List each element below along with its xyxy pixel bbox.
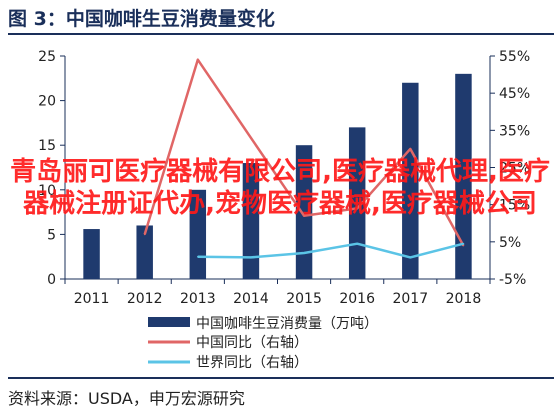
x-axis-tick-label: 2017 <box>392 291 428 307</box>
bar <box>295 145 313 279</box>
x-axis-tick-label: 2018 <box>446 291 482 307</box>
right-axis-tick-label: 5% <box>499 235 521 251</box>
left-axis-tick-label: 20 <box>38 94 56 110</box>
title-divider <box>8 33 554 35</box>
china-yoy-line-point <box>197 58 199 61</box>
world-yoy-line-point <box>303 252 305 254</box>
right-axis-tick-label: 15% <box>499 198 530 214</box>
x-axis-tick-label: 2013 <box>180 291 216 307</box>
china-yoy-line-point <box>409 148 412 150</box>
world-yoy-line-point <box>197 255 199 258</box>
bar <box>189 189 207 279</box>
bar <box>348 127 366 279</box>
left-axis-tick-label: 25 <box>38 49 56 65</box>
legend-swatch-bar <box>148 317 190 327</box>
world-yoy-line-point <box>250 256 252 259</box>
china-yoy-line-point <box>303 215 305 217</box>
right-axis-tick-label: 35% <box>499 123 530 139</box>
left-axis-tick-label: 5 <box>47 227 56 243</box>
x-axis-tick-label: 2016 <box>339 291 375 307</box>
china-yoy-line-point <box>462 244 465 247</box>
bar <box>136 225 153 279</box>
x-axis-tick-label: 2011 <box>74 291 110 307</box>
right-axis-tick-label: 55% <box>499 49 530 65</box>
china-yoy-line-point <box>356 207 358 210</box>
legend-label: 中国咖啡生豆消费量（万吨） <box>196 316 378 332</box>
source-divider <box>8 377 554 379</box>
bar <box>455 73 472 279</box>
bar <box>83 229 100 279</box>
source-note: 资料来源：USDA，申万宏源研究 <box>8 389 245 408</box>
world-yoy-line-point <box>462 242 465 245</box>
legend-label: 中国同比（右轴） <box>196 335 308 351</box>
left-axis-tick-label: 0 <box>47 272 56 288</box>
chart-title: 图 3：中国咖啡生豆消费量变化 <box>8 8 275 30</box>
right-axis-tick-label: 45% <box>499 86 530 102</box>
china-yoy-line-point <box>143 233 146 236</box>
right-axis-tick-label: 25% <box>499 161 530 177</box>
x-axis-tick-label: 2015 <box>286 291 322 307</box>
left-axis-tick-label: 10 <box>38 183 56 199</box>
world-yoy-line-point <box>356 242 358 245</box>
world-yoy-line-point <box>409 256 412 259</box>
x-axis-tick-label: 2012 <box>127 291 163 307</box>
bar <box>242 163 260 279</box>
x-axis-tick-label: 2014 <box>233 291 269 307</box>
world-yoy-line <box>197 242 464 259</box>
left-axis-tick-label: 15 <box>38 138 56 154</box>
china-yoy-line-point <box>250 136 252 139</box>
right-axis-tick-label: -5% <box>499 272 526 288</box>
bar <box>402 82 419 279</box>
legend-label: 世界同比（右轴） <box>196 355 308 371</box>
